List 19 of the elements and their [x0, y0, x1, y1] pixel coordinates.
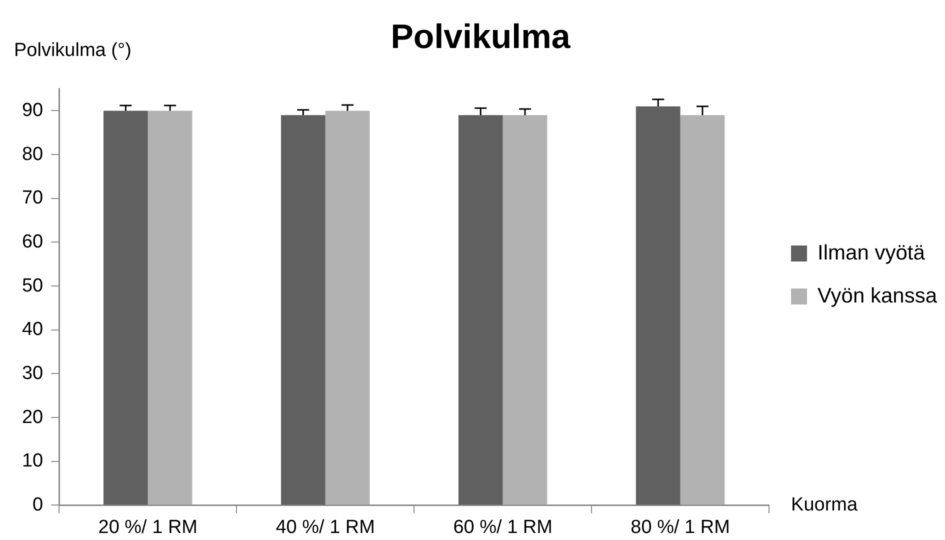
y-tick-label: 30: [22, 362, 44, 384]
x-tick-label: 40 %/ 1 RM: [276, 516, 375, 538]
x-axis-title: Kuorma: [791, 494, 858, 516]
y-tick-label: 20: [22, 406, 44, 428]
y-tick-label: 10: [22, 450, 44, 472]
y-tick-label: 0: [32, 494, 44, 516]
y-tick-label: 50: [22, 275, 44, 296]
y-tick-label: 90: [22, 100, 44, 121]
y-tick-label: 80: [22, 144, 44, 165]
x-tick-label: 80 %/ 1 RM: [630, 516, 730, 538]
y-tick-label: 40: [22, 319, 44, 340]
legend-label: Ilman vyötä: [818, 241, 926, 264]
y-axis-title: Polvikulma (°): [14, 40, 132, 62]
x-tick-label: 20 %/ 1 RM: [98, 516, 198, 538]
legend-label: Vyön kanssa: [818, 284, 938, 308]
y-tick-label: 60: [22, 231, 44, 252]
chart-title: Polvikulma: [390, 18, 572, 56]
x-tick-label: 60 %/ 1 RM: [453, 516, 552, 538]
y-tick-label: 70: [22, 188, 44, 209]
